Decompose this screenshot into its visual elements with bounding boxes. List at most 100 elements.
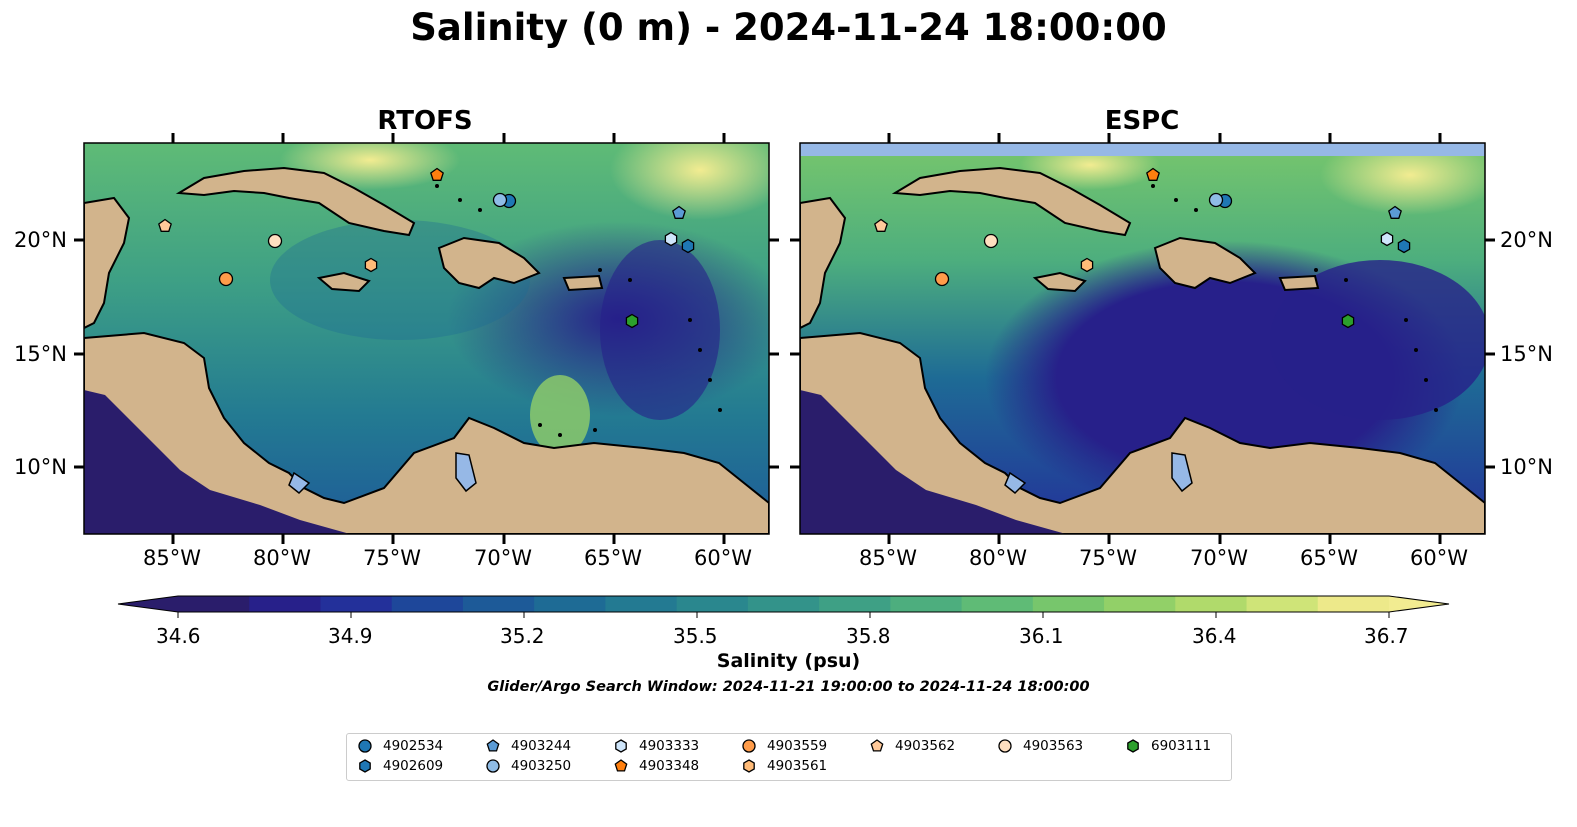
lat-tick-label: 10°N <box>1500 455 1553 479</box>
legend-item: 4903333 <box>613 738 699 754</box>
legend-item: 6903111 <box>1125 738 1211 754</box>
float-marker-4903250 <box>1208 192 1224 208</box>
colorbar-segment <box>320 596 393 612</box>
colorbar-tick: 34.9 <box>328 624 373 648</box>
float-marker-4903250 <box>492 192 508 208</box>
colorbar-segment <box>890 596 963 612</box>
major-ticks <box>74 133 1495 544</box>
map-panel-espc <box>800 143 1485 534</box>
legend-item: 4903559 <box>741 738 827 754</box>
float-marker-4903348 <box>430 167 444 181</box>
colorbar-segment <box>249 596 321 612</box>
float-marker-4903561 <box>364 257 378 273</box>
colorbar-segment <box>1104 596 1176 612</box>
legend: 4902534 4902609 4903244 4903250 4903333 … <box>346 733 1232 781</box>
lon-tick-label: 65°W <box>584 546 642 570</box>
panel-title-espc: ESPC <box>1104 106 1180 136</box>
lon-tick-label: 80°W <box>253 546 311 570</box>
colorbar-tick: 36.4 <box>1192 624 1237 648</box>
lat-tick-label: 15°N <box>14 342 67 366</box>
colorbar-segment <box>605 596 678 612</box>
circle-marker-icon <box>358 739 372 753</box>
colorbar-segment <box>747 596 820 612</box>
lon-tick-label: 85°W <box>143 546 201 570</box>
colorbar-label: Salinity (psu) <box>716 650 861 672</box>
figure-title: Salinity (0 m) - 2024-11-24 18:00:00 <box>410 6 1167 49</box>
float-marker-4903333 <box>664 231 678 247</box>
colorbar-segment <box>676 596 749 612</box>
lon-tick-label: 75°W <box>363 546 421 570</box>
float-marker-4903244 <box>672 205 686 219</box>
map-panel-rtofs <box>84 143 769 534</box>
frame-rtofs <box>83 142 770 535</box>
pentagon-marker-icon <box>486 739 500 752</box>
colorbar-extend-high <box>1389 596 1449 612</box>
legend-item: 4903250 <box>485 758 571 774</box>
pentagon-marker-icon <box>614 759 628 772</box>
panel-title-rtofs: RTOFS <box>377 106 473 136</box>
float-marker-4903559 <box>218 271 234 287</box>
circle-marker-icon <box>998 739 1012 753</box>
lat-tick-label: 20°N <box>1500 228 1553 252</box>
float-marker-4903562 <box>158 218 172 232</box>
colorbar-extend-low <box>118 596 178 612</box>
float-marker-6903111 <box>1341 313 1355 329</box>
legend-item: 4903244 <box>485 738 571 754</box>
circle-marker-icon <box>742 739 756 753</box>
float-marker-4903561 <box>1080 257 1094 273</box>
colorbar-tick: 35.8 <box>846 624 891 648</box>
colorbar-tick: 36.7 <box>1364 624 1409 648</box>
legend-item: 4903348 <box>613 758 699 774</box>
legend-item: 4903562 <box>869 738 955 754</box>
lon-tick-label: 80°W <box>969 546 1027 570</box>
float-marker-4903562 <box>874 218 888 232</box>
colorbar-tick: 35.2 <box>500 624 545 648</box>
colorbar-segment <box>1246 596 1319 612</box>
float-markers <box>158 167 1411 329</box>
float-marker-6903111 <box>625 313 639 329</box>
float-marker-4903348 <box>1146 167 1160 181</box>
hexagon-marker-icon <box>1127 739 1139 753</box>
colorbar-segment <box>534 596 606 612</box>
colorbar-segment <box>1175 596 1248 612</box>
float-marker-4903563 <box>267 233 283 249</box>
lon-tick-label: 75°W <box>1079 546 1137 570</box>
lat-tick-label: 10°N <box>14 455 67 479</box>
colorbar-tick: 36.1 <box>1019 624 1064 648</box>
lon-tick-label: 60°W <box>1410 546 1468 570</box>
lon-tick-label: 60°W <box>694 546 752 570</box>
colorbar-segment <box>391 596 464 612</box>
colorbar-segment <box>819 596 891 612</box>
frame-espc <box>799 142 1486 535</box>
pentagon-marker-icon <box>870 739 884 752</box>
lon-tick-label: 85°W <box>859 546 917 570</box>
float-marker-4903333 <box>1380 231 1394 247</box>
colorbar-segment <box>462 596 535 612</box>
colorbar-segment <box>961 596 1034 612</box>
legend-item: 4902534 <box>357 738 443 754</box>
float-marker-4903244 <box>1388 205 1402 219</box>
colorbar <box>117 595 1450 618</box>
legend-item: 4903561 <box>741 758 827 774</box>
legend-item: 4903563 <box>997 738 1083 754</box>
float-marker-4902609 <box>681 238 695 254</box>
hexagon-marker-icon <box>615 739 627 753</box>
colorbar-segment <box>1317 596 1390 612</box>
float-marker-4903563 <box>983 233 999 249</box>
lon-tick-label: 65°W <box>1300 546 1358 570</box>
float-marker-4902609 <box>1397 238 1411 254</box>
search-window-note: Glider/Argo Search Window: 2024-11-21 19… <box>487 679 1090 695</box>
colorbar-segment <box>178 596 250 612</box>
colorbar-tick: 35.5 <box>673 624 718 648</box>
hexagon-marker-icon <box>359 759 371 773</box>
lat-tick-label: 15°N <box>1500 342 1553 366</box>
legend-item: 4902609 <box>357 758 443 774</box>
lon-tick-label: 70°W <box>1190 546 1248 570</box>
circle-marker-icon <box>486 759 500 773</box>
float-marker-4903559 <box>934 271 950 287</box>
lon-tick-label: 70°W <box>474 546 532 570</box>
colorbar-tick: 34.6 <box>156 624 201 648</box>
lat-tick-label: 20°N <box>14 228 67 252</box>
colorbar-segment <box>1032 596 1105 612</box>
